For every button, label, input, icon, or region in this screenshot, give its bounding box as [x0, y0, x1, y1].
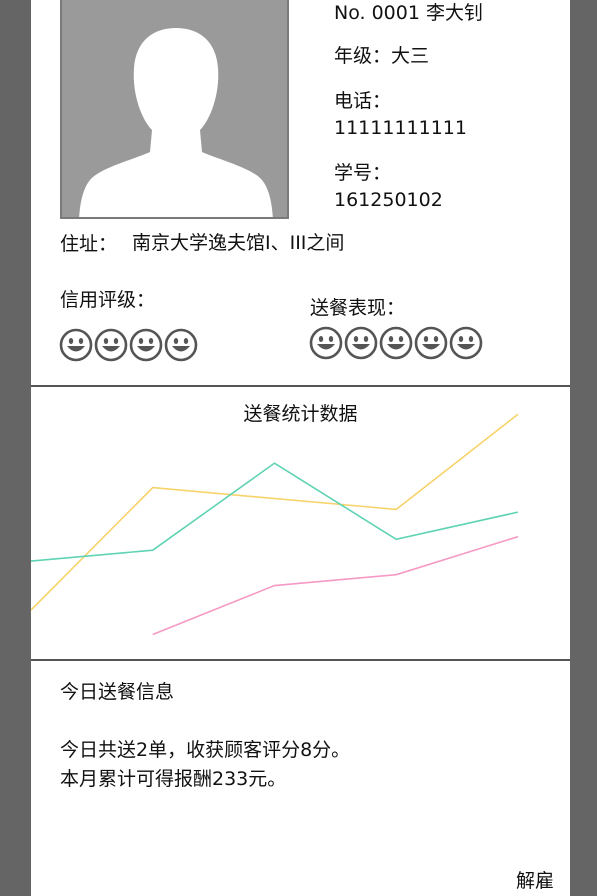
stats-chart: 送餐统计数据 — [31, 387, 570, 659]
smiley-icon — [94, 328, 128, 362]
fire-button[interactable]: 解雇 — [515, 870, 554, 892]
smiley-icon — [164, 328, 198, 362]
address-value: 南京大学逸夫馆I、III之间 — [132, 232, 345, 254]
phone-label: 电话： — [334, 90, 392, 112]
smiley-icon — [309, 326, 343, 360]
student-no-label: 学号： — [334, 162, 392, 184]
divider — [31, 385, 570, 387]
phone-value: 11111111111 — [334, 117, 467, 139]
address-label: 住址： — [60, 233, 118, 255]
credit-rating-faces — [59, 328, 198, 362]
divider — [31, 659, 570, 661]
smiley-icon — [414, 326, 448, 360]
today-info: 今日送餐信息 今日共送2单，收获顾客评分8分。 本月累计可得报酬233元。 解雇 — [31, 661, 570, 896]
avatar — [60, 0, 289, 219]
grade: 年级：大三 — [334, 45, 430, 67]
person-silhouette-icon — [79, 28, 273, 217]
delivery-rating-label: 送餐表现： — [310, 297, 406, 319]
chart-title: 送餐统计数据 — [243, 403, 358, 425]
today-title: 今日送餐信息 — [60, 681, 175, 703]
smiley-icon — [449, 326, 483, 360]
smiley-icon — [344, 326, 378, 360]
series-line-3 — [152, 535, 519, 636]
id-name: No. 0001 李大钊 — [334, 2, 483, 24]
series-line-2 — [31, 462, 519, 562]
today-summary: 今日共送2单，收获顾客评分8分。 — [60, 739, 351, 761]
today-earnings: 本月累计可得报酬233元。 — [60, 768, 287, 790]
profile-card: No. 0001 李大钊 年级：大三 电话： 11111111111 学号： 1… — [31, 0, 570, 385]
student-no-value: 161250102 — [334, 189, 443, 211]
smiley-icon — [59, 328, 93, 362]
smiley-icon — [379, 326, 413, 360]
delivery-rating-faces — [309, 326, 483, 360]
credit-rating-label: 信用评级： — [60, 289, 156, 311]
smiley-icon — [129, 328, 163, 362]
series-line-1 — [31, 413, 519, 611]
line-plot — [31, 413, 519, 636]
